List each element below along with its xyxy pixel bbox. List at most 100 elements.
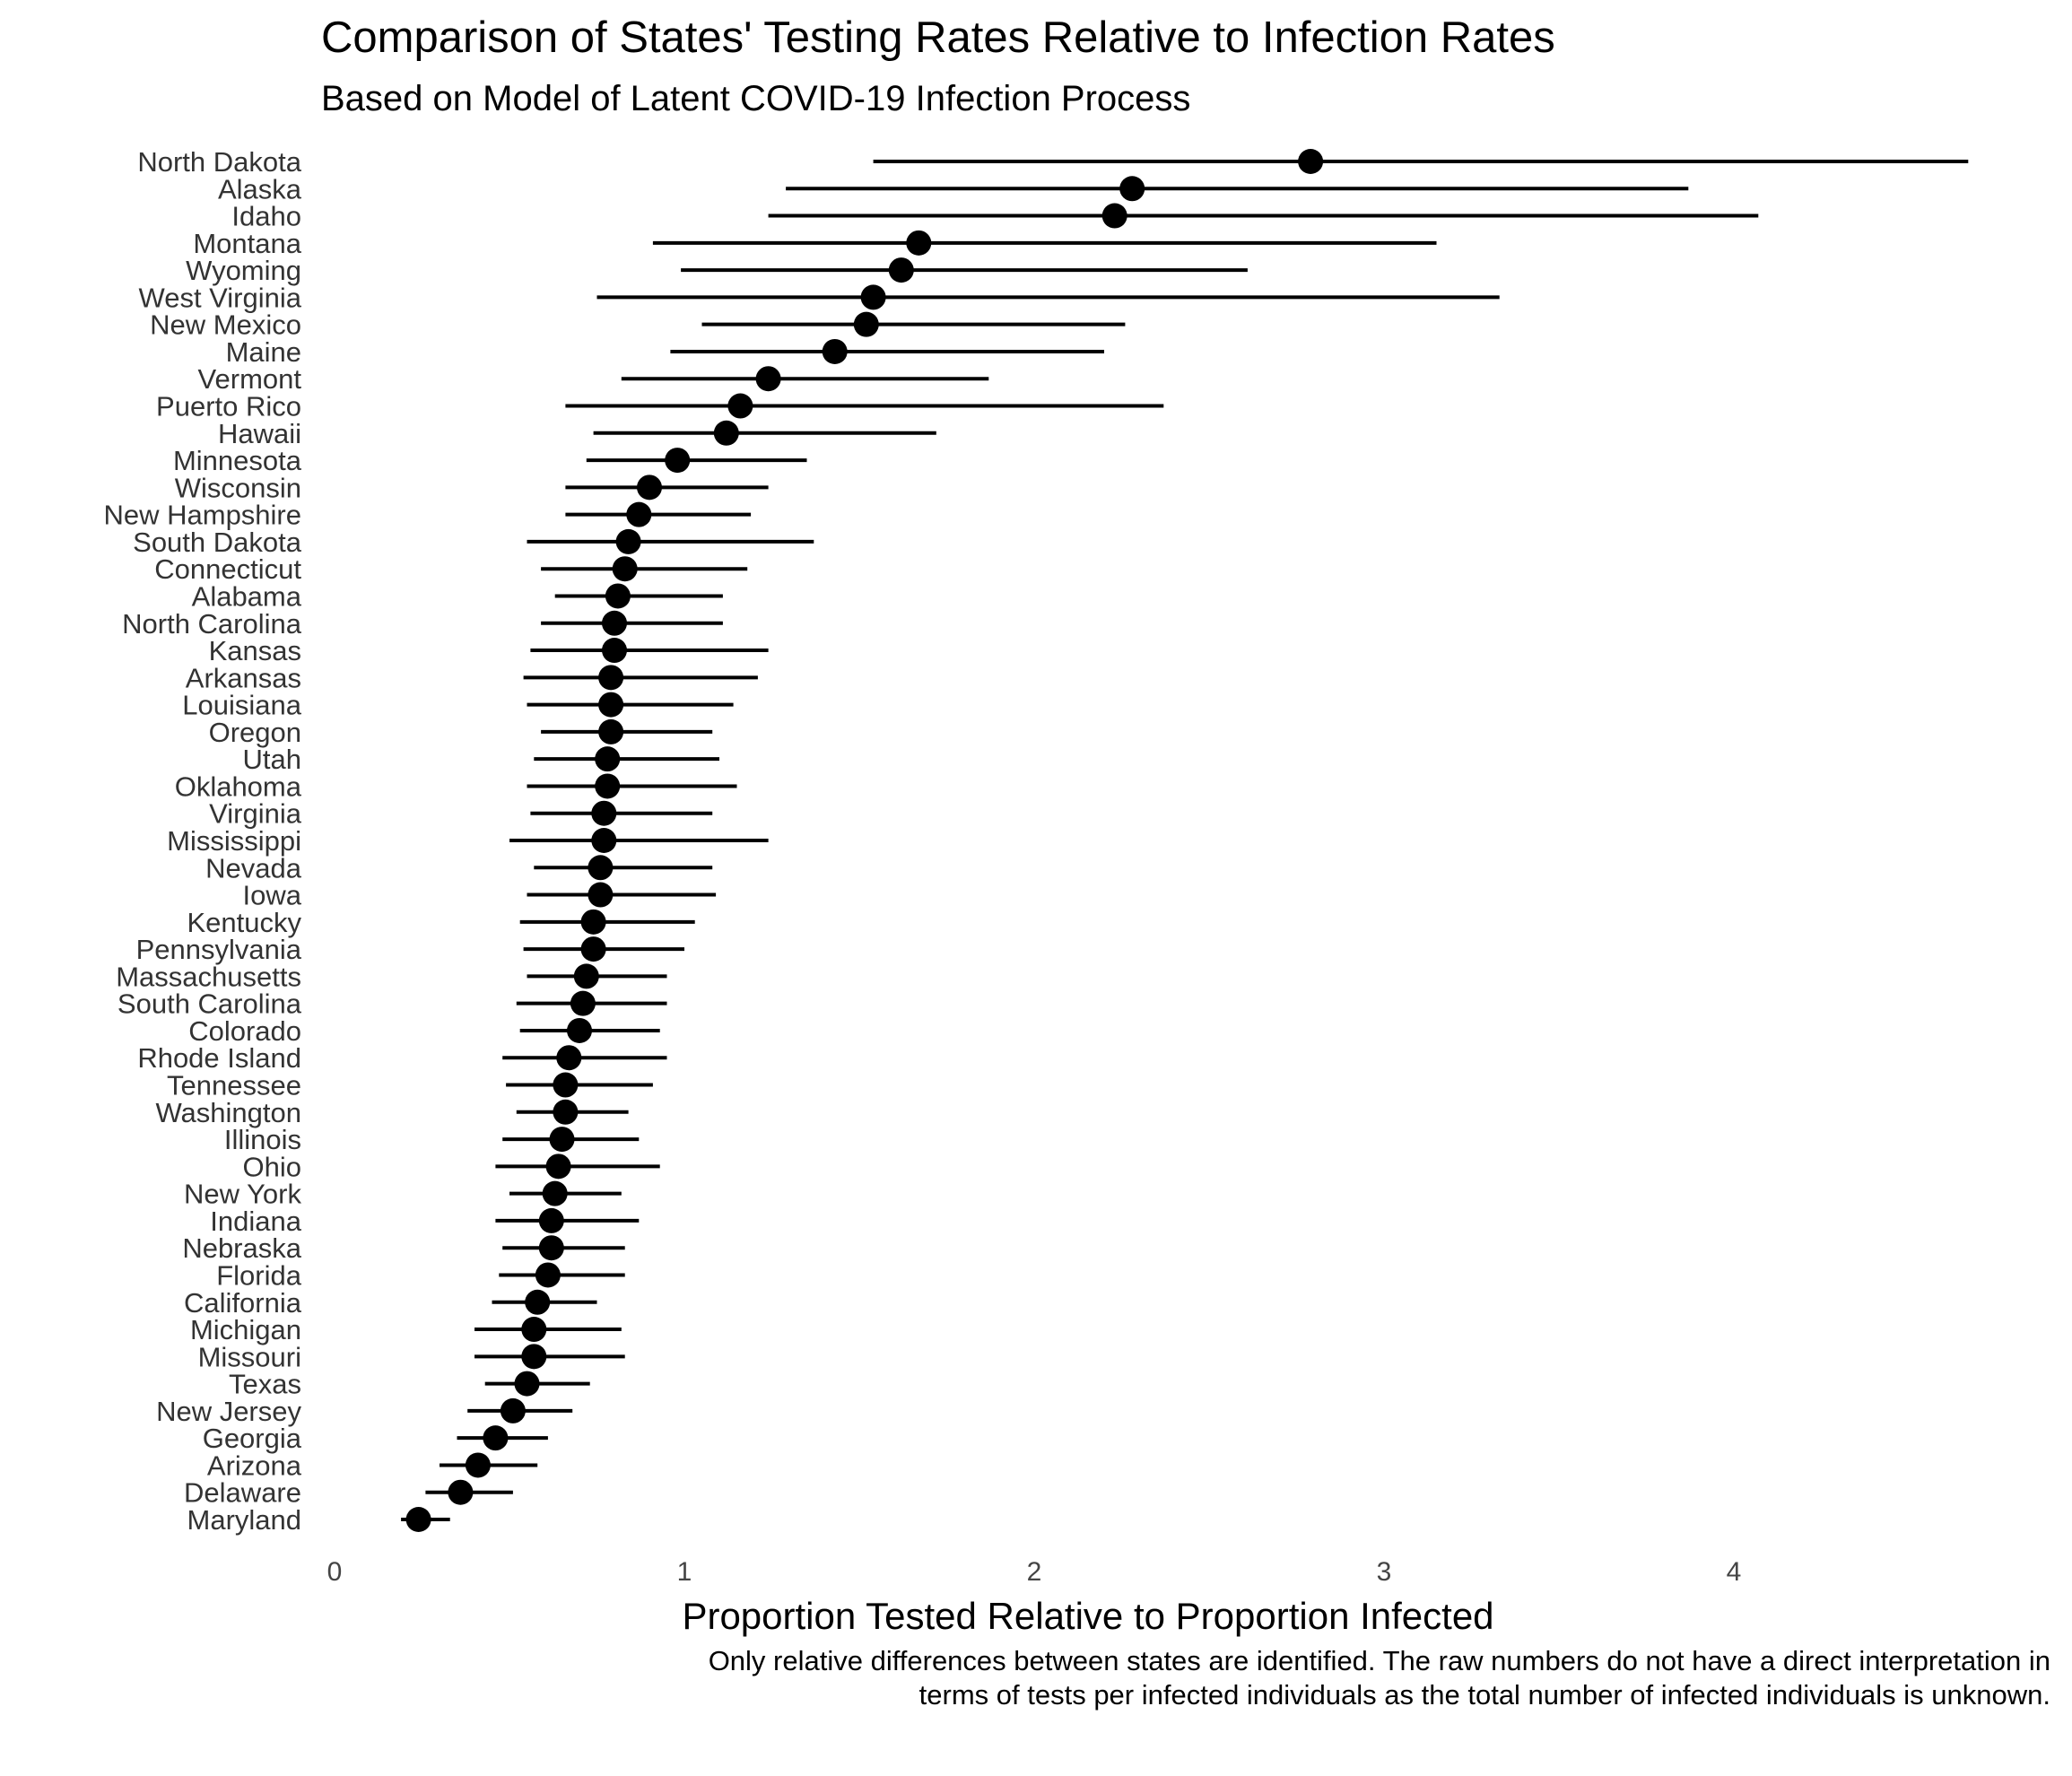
state-label-north-dakota: North Dakota xyxy=(137,146,301,178)
state-label-idaho: Idaho xyxy=(231,201,301,232)
state-label-iowa: Iowa xyxy=(243,880,302,911)
estimate-point-utah xyxy=(595,746,621,772)
estimate-point-wisconsin xyxy=(637,474,662,501)
state-label-arizona: Arizona xyxy=(207,1450,302,1481)
x-tick-label-0: 0 xyxy=(327,1557,343,1587)
interval-lines xyxy=(401,160,1969,1521)
estimate-point-tennessee xyxy=(553,1072,579,1098)
chart-subtitle: Based on Model of Latent COVID-19 Infect… xyxy=(321,79,1191,118)
x-tick-label-2: 2 xyxy=(1027,1557,1042,1587)
estimate-point-south-carolina xyxy=(570,990,596,1016)
state-label-georgia: Georgia xyxy=(203,1423,302,1454)
estimate-point-vermont xyxy=(755,366,781,392)
estimate-point-arkansas xyxy=(598,665,624,691)
state-label-kansas: Kansas xyxy=(209,635,301,666)
estimate-point-california xyxy=(525,1289,551,1315)
estimate-point-north-dakota xyxy=(1298,149,1324,174)
state-label-north-carolina: North Carolina xyxy=(122,608,302,640)
state-label-indiana: Indiana xyxy=(210,1206,301,1237)
estimate-point-louisiana xyxy=(598,692,624,718)
estimate-point-indiana xyxy=(538,1207,564,1233)
state-label-nebraska: Nebraska xyxy=(182,1232,301,1264)
state-label-maryland: Maryland xyxy=(187,1504,302,1536)
state-label-connecticut: Connecticut xyxy=(154,553,301,585)
chart-caption: Only relative differences between states… xyxy=(708,1645,2050,1711)
state-labels: North DakotaAlaskaIdahoMontanaWyomingWes… xyxy=(103,146,301,1536)
estimate-point-virginia xyxy=(591,800,617,826)
state-label-vermont: Vermont xyxy=(198,363,302,395)
x-tick-label-4: 4 xyxy=(1727,1557,1742,1587)
state-label-rhode-island: Rhode Island xyxy=(137,1042,301,1074)
state-label-illinois: Illinois xyxy=(224,1124,301,1155)
estimate-point-massachusetts xyxy=(573,963,599,989)
state-label-alaska: Alaska xyxy=(218,173,302,205)
state-label-florida: Florida xyxy=(216,1259,302,1291)
state-label-arkansas: Arkansas xyxy=(186,662,301,693)
estimate-point-maine xyxy=(822,338,848,364)
estimate-point-washington xyxy=(553,1099,579,1125)
state-label-virginia: Virginia xyxy=(209,798,302,830)
estimate-point-oklahoma xyxy=(595,773,621,799)
state-label-new-mexico: New Mexico xyxy=(150,309,301,341)
estimate-point-puerto-rico xyxy=(727,393,753,419)
estimate-point-arizona xyxy=(465,1452,491,1478)
estimate-point-pennsylvania xyxy=(580,936,606,962)
x-axis-ticks: 0 1 2 3 4 xyxy=(327,1557,1742,1587)
estimate-point-west-virginia xyxy=(860,284,886,310)
estimate-point-nebraska xyxy=(538,1235,564,1261)
chart-title: Comparison of States' Testing Rates Rela… xyxy=(321,13,1555,62)
estimate-point-idaho xyxy=(1101,203,1127,229)
state-label-puerto-rico: Puerto Rico xyxy=(156,391,301,422)
estimate-point-montana xyxy=(906,230,932,256)
x-tick-label-3: 3 xyxy=(1377,1557,1392,1587)
state-label-california: California xyxy=(184,1287,302,1319)
state-label-kentucky: Kentucky xyxy=(187,907,301,938)
state-label-washington: Washington xyxy=(155,1097,301,1128)
estimate-point-texas xyxy=(514,1371,540,1397)
state-label-tennessee: Tennessee xyxy=(167,1070,301,1101)
estimate-point-delaware xyxy=(448,1479,474,1505)
estimate-point-south-dakota xyxy=(615,528,641,554)
estimate-point-georgia xyxy=(483,1425,509,1451)
estimate-points xyxy=(405,149,1324,1532)
state-label-louisiana: Louisiana xyxy=(182,690,301,721)
state-label-new-york: New York xyxy=(184,1179,301,1210)
state-label-ohio: Ohio xyxy=(243,1151,301,1182)
estimate-point-kentucky xyxy=(580,909,606,935)
estimate-point-colorado xyxy=(567,1017,592,1043)
state-label-montana: Montana xyxy=(193,228,301,259)
x-axis-title: Proportion Tested Relative to Proportion… xyxy=(682,1595,1493,1637)
estimate-point-new-hampshire xyxy=(626,501,652,527)
state-label-new-hampshire: New Hampshire xyxy=(103,500,301,531)
state-label-colorado: Colorado xyxy=(188,1015,301,1047)
state-label-nevada: Nevada xyxy=(205,852,302,884)
state-label-south-carolina: South Carolina xyxy=(118,988,302,1020)
estimate-point-new-mexico xyxy=(853,311,879,337)
estimate-point-mississippi xyxy=(591,828,617,853)
estimate-point-ohio xyxy=(545,1154,571,1180)
state-label-alabama: Alabama xyxy=(192,580,302,612)
state-label-wyoming: Wyoming xyxy=(186,255,301,286)
estimate-point-kansas xyxy=(602,638,627,664)
x-tick-label-1: 1 xyxy=(677,1557,692,1587)
state-label-minnesota: Minnesota xyxy=(173,445,302,476)
estimate-point-oregon xyxy=(598,718,624,744)
estimate-point-minnesota xyxy=(665,448,691,474)
state-label-oregon: Oregon xyxy=(209,717,301,748)
state-label-hawaii: Hawaii xyxy=(218,418,301,449)
estimate-point-new-jersey xyxy=(500,1397,526,1423)
state-label-michigan: Michigan xyxy=(190,1314,301,1345)
estimate-point-iowa xyxy=(588,882,614,908)
estimate-point-rhode-island xyxy=(556,1045,582,1071)
estimate-point-nevada xyxy=(588,855,614,881)
state-label-pennsylvania: Pennsylvania xyxy=(136,934,302,965)
state-label-wisconsin: Wisconsin xyxy=(175,472,301,503)
estimate-point-maryland xyxy=(405,1507,431,1532)
estimate-point-north-carolina xyxy=(602,610,627,636)
estimate-point-alaska xyxy=(1119,176,1145,202)
estimate-point-new-york xyxy=(542,1180,568,1206)
state-label-mississippi: Mississippi xyxy=(167,825,301,857)
state-label-massachusetts: Massachusetts xyxy=(116,961,301,992)
state-label-maine: Maine xyxy=(226,336,301,368)
